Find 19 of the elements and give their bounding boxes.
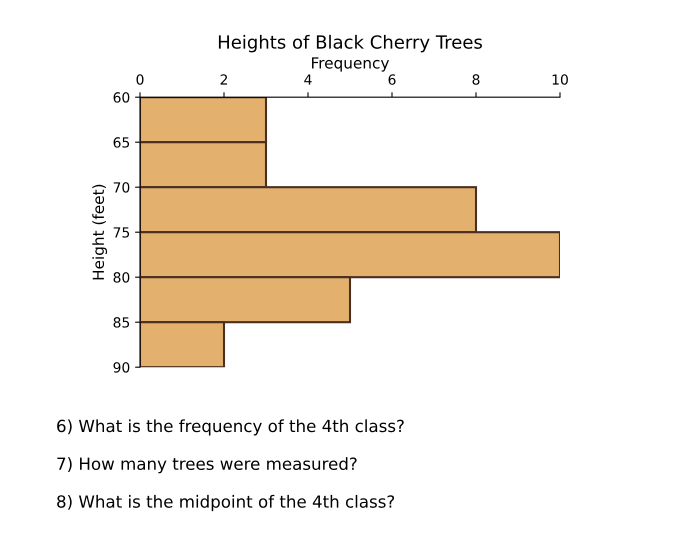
x-tick-label: 8 — [472, 74, 480, 85]
x-tick-label: 0 — [136, 74, 144, 85]
x-tick-label: 6 — [388, 74, 396, 85]
y-tick-label: 70 — [114, 182, 130, 193]
x-tick-label: 4 — [304, 74, 312, 85]
chart-title: Heights of Black Cherry Trees — [218, 34, 482, 52]
x-tick-label: 2 — [220, 74, 228, 85]
y-tick-label: 60 — [114, 92, 130, 103]
y-tick-label: 65 — [114, 137, 130, 148]
text: 6) What is the frequency of the 4th class? — [57, 419, 404, 436]
y-tick-label: 90 — [113, 362, 130, 373]
y-tick-label: 80 — [114, 272, 130, 283]
y-tick-label: 85 — [114, 317, 130, 328]
text: 7) How many trees were measured? — [57, 457, 357, 474]
text: 8) What is the midpoint of the 4th class? — [57, 494, 394, 512]
x-axis-title: Frequency — [312, 57, 390, 72]
y-axis-title: Height (feet) — [92, 184, 108, 280]
x-tick-label: 10 — [552, 74, 568, 85]
y-tick-label: 75 — [114, 227, 130, 238]
